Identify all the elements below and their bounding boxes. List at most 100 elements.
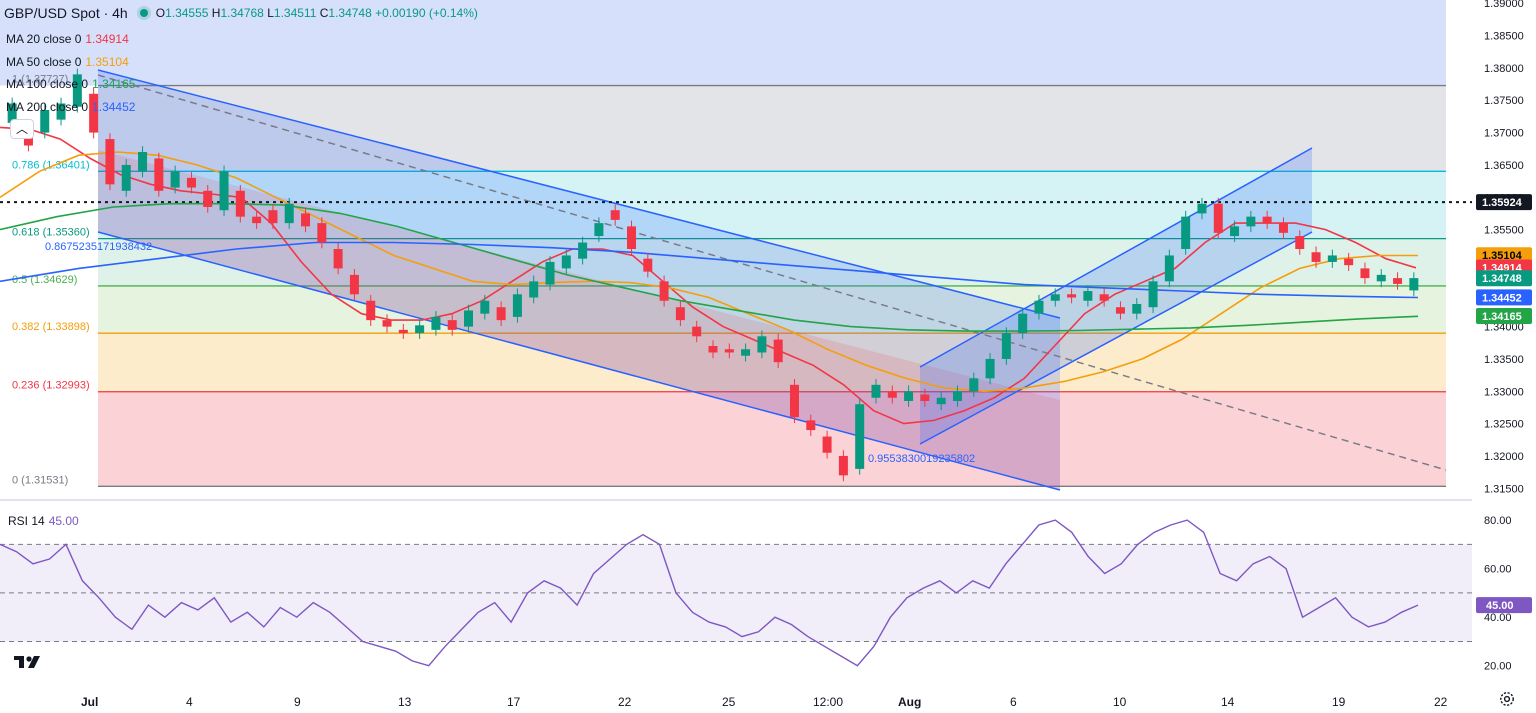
candle: [741, 349, 751, 356]
price-tick-label: 1.33500: [1484, 354, 1524, 366]
candle: [561, 255, 571, 269]
price-tag: [1476, 247, 1532, 264]
fib-band: [98, 285, 1446, 334]
rsi-tick-label: 20.00: [1484, 661, 1512, 673]
candle: [806, 420, 816, 431]
candle: [1018, 313, 1028, 334]
candle: [203, 190, 213, 207]
fib-level-label: 0.786 (1.36401): [12, 159, 90, 171]
asc-channel-lower-line: [919, 231, 1313, 445]
candle: [871, 384, 881, 398]
candle: [382, 320, 392, 327]
ma-legend-row[interactable]: MA 50 close 0 1.35104: [6, 54, 129, 69]
candle: [154, 158, 164, 191]
rsi-tag-label: 45.00: [1486, 600, 1514, 612]
candle: [627, 226, 637, 249]
candle: [1164, 255, 1174, 282]
candle: [545, 261, 555, 285]
channel-upper-line: [97, 69, 1061, 319]
ma-legend-row[interactable]: MA 100 close 0 1.34165: [6, 77, 136, 91]
candle: [464, 310, 474, 327]
time-tick-label: 9: [294, 695, 301, 709]
ma-legend-row[interactable]: MA 20 close 0 1.34914: [6, 32, 129, 46]
fib-level-label: 1 (1.37727): [12, 74, 68, 86]
price-tag: [1476, 289, 1532, 306]
candle: [170, 171, 180, 188]
close-value: 1.34748: [328, 6, 372, 20]
candle: [789, 384, 799, 418]
candle: [855, 404, 865, 469]
rsi-tick-label: 40.00: [1484, 612, 1512, 624]
price-tick-label: 1.38000: [1484, 63, 1524, 75]
candle: [1067, 294, 1077, 298]
candle: [578, 242, 588, 259]
candle: [186, 177, 196, 188]
change-value: +0.00190 (+0.14%): [375, 6, 478, 20]
rsi-legend[interactable]: RSI 14 45.00: [8, 514, 79, 528]
candle: [40, 109, 50, 133]
time-tick-label: 17: [507, 695, 521, 709]
ohlc-readout: O1.34555 H1.34768 L1.34511 C1.34748 +0.0…: [155, 6, 478, 20]
candle: [1311, 252, 1321, 262]
candle: [447, 320, 457, 330]
candle: [1083, 291, 1093, 301]
chart-header: GBP/USD Spot · 4h O1.34555 H1.34768 L1.3…: [0, 0, 478, 26]
candle: [838, 455, 848, 476]
symbol-title[interactable]: GBP/USD Spot · 4h: [4, 5, 128, 21]
ma-line: [0, 151, 1418, 393]
gear-icon[interactable]: [1498, 690, 1516, 708]
candle: [398, 329, 408, 334]
candle: [920, 394, 930, 401]
candle: [415, 325, 425, 334]
rsi-tick-label: 60.00: [1484, 564, 1512, 576]
fib-level-label: 0.236 (1.32993): [12, 380, 90, 392]
time-tick-label: 25: [722, 695, 736, 709]
candle: [1327, 255, 1337, 262]
time-tick-label: 22: [618, 695, 632, 709]
time-tick-label: 13: [398, 695, 412, 709]
ma-legend: MA 20 close 0 1.34914 MA 50 close 0 1.3510…: [0, 28, 141, 118]
candle: [594, 223, 604, 237]
candle: [952, 391, 962, 401]
candle: [89, 93, 99, 133]
low-value: 1.34511: [273, 6, 317, 20]
ma-legend-row[interactable]: MA 200 close 0 1.34452: [6, 99, 136, 114]
candle: [773, 339, 783, 363]
candle: [480, 300, 490, 314]
price-tick-label: 1.39000: [1484, 0, 1524, 10]
price-tick-label: 1.31500: [1484, 483, 1524, 495]
candle: [301, 213, 311, 227]
candle: [1262, 216, 1272, 224]
candle: [7, 103, 17, 123]
candle: [219, 171, 229, 211]
rsi-tick-label: 80.00: [1484, 515, 1512, 527]
candle: [1099, 294, 1109, 301]
candle: [985, 358, 995, 379]
candle: [235, 190, 245, 217]
candle: [56, 103, 66, 120]
candle: [822, 436, 832, 453]
candle: [268, 210, 278, 224]
candle: [692, 326, 702, 337]
open-value: 1.34555: [165, 6, 209, 20]
time-tick-label: Aug: [898, 695, 921, 709]
candle: [252, 216, 262, 224]
candle: [1050, 294, 1060, 301]
price-tag-label: 1.34452: [1482, 292, 1522, 304]
time-tick-label: 6: [1010, 695, 1017, 709]
ma-line: [0, 241, 1419, 299]
price-tick-label: 1.32000: [1484, 451, 1524, 463]
price-tag-label: 1.34165: [1482, 311, 1522, 323]
rsi-tag: [1476, 597, 1532, 614]
tradingview-logo[interactable]: [12, 650, 42, 674]
collapse-legend-button[interactable]: ︿: [10, 119, 34, 139]
candle: [1115, 307, 1125, 314]
price-tick-label: 1.37000: [1484, 128, 1524, 140]
candle: [1344, 258, 1354, 266]
time-tick-label: 10: [1113, 695, 1127, 709]
candle: [1360, 268, 1370, 279]
fib-band: [98, 333, 1446, 392]
candle: [72, 74, 82, 107]
candle: [1278, 223, 1288, 233]
